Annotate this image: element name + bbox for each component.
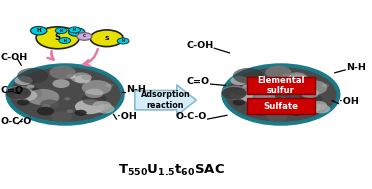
Text: ·OH: ·OH (339, 97, 359, 106)
Circle shape (301, 89, 319, 98)
Circle shape (15, 90, 37, 101)
Circle shape (232, 87, 258, 100)
Circle shape (223, 65, 339, 124)
Circle shape (82, 80, 112, 95)
Text: Sulfate: Sulfate (263, 102, 298, 111)
Text: Adsorption
reaction: Adsorption reaction (141, 90, 190, 110)
Circle shape (37, 107, 54, 115)
Circle shape (233, 88, 247, 96)
Text: ·OH: ·OH (117, 112, 137, 121)
Circle shape (90, 30, 123, 47)
Circle shape (298, 80, 327, 95)
Circle shape (230, 76, 248, 85)
Circle shape (42, 104, 51, 108)
Circle shape (230, 90, 253, 101)
Circle shape (67, 109, 73, 113)
Circle shape (31, 26, 47, 35)
Text: H: H (63, 39, 66, 43)
Circle shape (221, 86, 249, 100)
Text: H: H (36, 28, 41, 33)
Circle shape (27, 89, 60, 105)
Circle shape (96, 104, 115, 113)
Circle shape (232, 99, 245, 106)
Circle shape (322, 84, 329, 87)
Circle shape (36, 27, 79, 49)
Circle shape (291, 99, 320, 114)
Circle shape (82, 93, 107, 106)
Text: O-C-O: O-C-O (176, 112, 207, 121)
Circle shape (243, 89, 275, 105)
Text: C=O: C=O (187, 77, 210, 86)
Circle shape (92, 101, 112, 110)
Circle shape (7, 65, 123, 124)
Circle shape (297, 75, 308, 80)
Text: S: S (55, 33, 61, 42)
Text: O-C-O: O-C-O (1, 117, 32, 126)
Circle shape (308, 101, 327, 110)
Circle shape (253, 107, 270, 115)
Text: C-OH: C-OH (186, 41, 214, 50)
Circle shape (312, 104, 330, 113)
Circle shape (59, 38, 71, 43)
Text: C=O: C=O (1, 86, 24, 95)
Circle shape (267, 111, 288, 122)
Circle shape (291, 110, 302, 116)
Circle shape (75, 99, 105, 114)
Text: H: H (60, 29, 62, 33)
FancyBboxPatch shape (247, 98, 314, 114)
Circle shape (16, 87, 42, 100)
Circle shape (6, 86, 33, 100)
Circle shape (282, 74, 291, 79)
Circle shape (17, 88, 32, 96)
Text: N-H: N-H (126, 85, 145, 94)
Text: $\mathbf{T_{550}U_{1.5}t_{60}SAC}$: $\mathbf{T_{550}U_{1.5}t_{60}SAC}$ (118, 163, 225, 178)
Circle shape (40, 99, 60, 109)
Circle shape (75, 110, 87, 116)
Circle shape (106, 84, 113, 87)
FancyArrowPatch shape (135, 85, 196, 115)
Circle shape (242, 85, 250, 89)
Circle shape (17, 99, 29, 106)
Circle shape (52, 79, 70, 88)
Text: S: S (105, 36, 109, 41)
Circle shape (290, 75, 307, 84)
Text: N-H: N-H (346, 63, 366, 72)
Circle shape (85, 89, 103, 98)
Text: Elemental
sulfur: Elemental sulfur (257, 76, 305, 95)
Text: C-OH: C-OH (1, 53, 28, 62)
FancyBboxPatch shape (247, 77, 314, 94)
Circle shape (71, 72, 91, 83)
Circle shape (64, 97, 70, 100)
Circle shape (49, 66, 76, 79)
Circle shape (286, 72, 307, 83)
Circle shape (222, 87, 247, 100)
Circle shape (282, 109, 289, 113)
Circle shape (81, 75, 92, 80)
Circle shape (256, 99, 275, 109)
Circle shape (69, 27, 80, 33)
Circle shape (6, 87, 31, 100)
Text: H: H (74, 30, 79, 35)
Circle shape (17, 68, 48, 84)
Circle shape (280, 97, 286, 100)
Text: H: H (73, 28, 76, 32)
Text: H: H (122, 39, 125, 43)
Circle shape (68, 28, 85, 36)
Circle shape (233, 68, 264, 84)
Text: C: C (83, 34, 86, 38)
Circle shape (26, 85, 35, 89)
Circle shape (77, 33, 92, 40)
Circle shape (265, 66, 292, 79)
Circle shape (66, 74, 76, 79)
Circle shape (258, 104, 266, 108)
Circle shape (74, 75, 91, 84)
Circle shape (117, 38, 129, 44)
Circle shape (15, 76, 33, 85)
Circle shape (51, 111, 72, 122)
Circle shape (298, 93, 323, 106)
Circle shape (55, 28, 67, 33)
Circle shape (268, 79, 286, 88)
